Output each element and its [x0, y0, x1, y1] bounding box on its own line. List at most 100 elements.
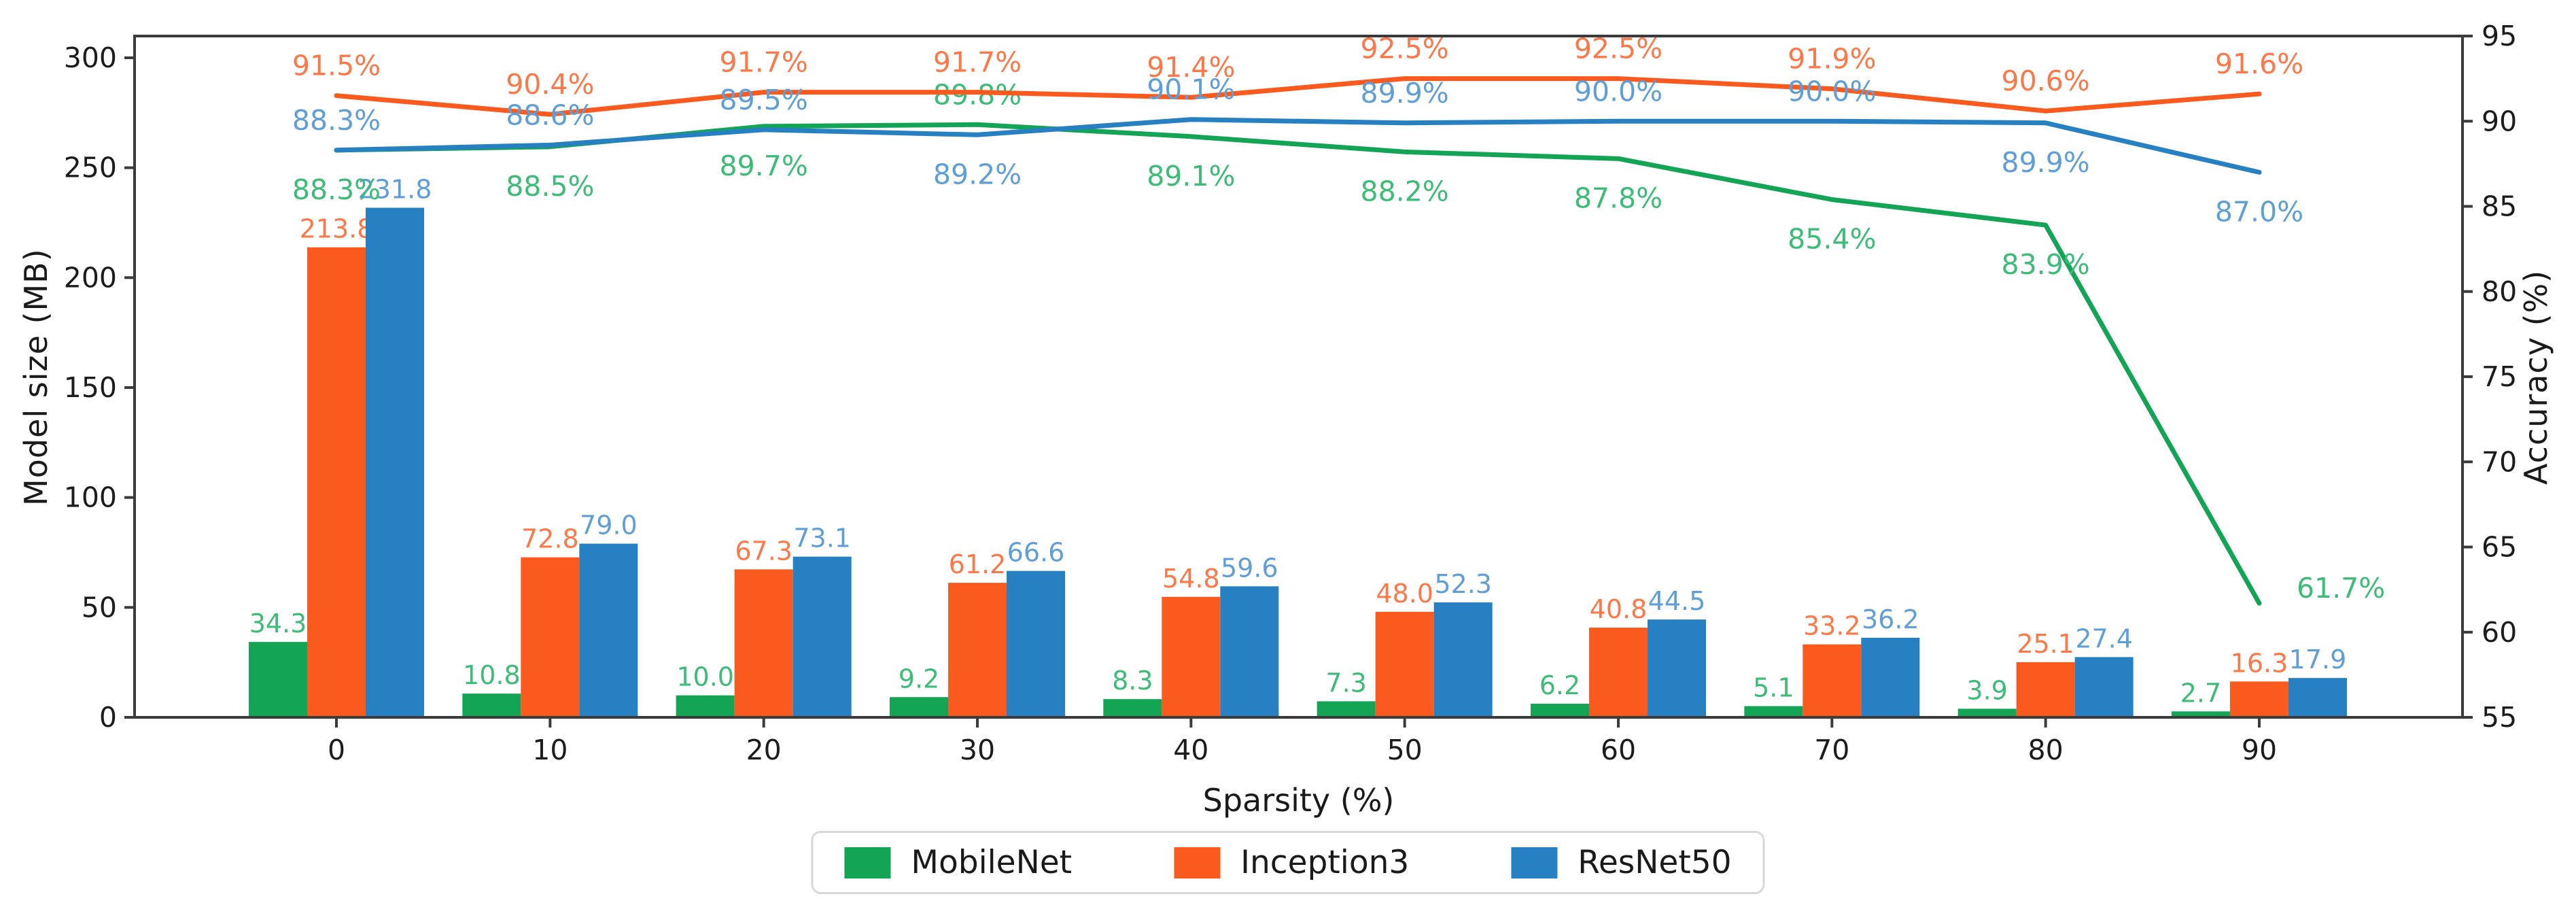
legend-item-resnet50: ResNet50	[1511, 844, 1732, 881]
bar-resnet50-70	[1861, 637, 1920, 717]
bar-label-resnet50-40: 59.6	[1221, 553, 1278, 583]
accuracy-label-mobilenet-20: 89.7%	[720, 150, 808, 182]
accuracy-label-inception3-70: 91.9%	[1788, 43, 1876, 75]
accuracy-label-inception3-60: 92.5%	[1574, 33, 1663, 65]
bar-inception3-80	[2016, 662, 2075, 717]
bar-inception3-10	[521, 557, 580, 717]
right-tick-label: 55	[2482, 701, 2517, 734]
accuracy-label-resnet50-90: 87.0%	[2215, 195, 2303, 228]
accuracy-label-resnet50-60: 90.0%	[1574, 75, 1663, 107]
bar-resnet50-20	[793, 556, 852, 717]
bar-inception3-70	[1803, 644, 1862, 717]
bar-label-resnet50-70: 36.2	[1862, 604, 1919, 634]
accuracy-label-mobilenet-90: 61.7%	[2297, 572, 2385, 604]
bar-label-inception3-50: 48.0	[1376, 579, 1433, 609]
x-tick-label: 80	[2028, 734, 2064, 766]
x-tick-label: 90	[2242, 734, 2277, 766]
bar-label-resnet50-0: 231.8	[358, 175, 432, 205]
right-tick-label: 95	[2482, 20, 2517, 52]
left-tick-label: 100	[64, 481, 117, 514]
bar-label-mobilenet-90: 2.7	[2180, 678, 2221, 708]
right-tick-label: 80	[2482, 275, 2517, 308]
left-tick-label: 300	[64, 41, 117, 74]
legend-label-inception3: Inception3	[1240, 844, 1410, 881]
bar-resnet50-50	[1433, 602, 1493, 717]
bar-label-inception3-20: 67.3	[735, 536, 793, 566]
legend-label-resnet50: ResNet50	[1578, 844, 1732, 881]
accuracy-label-inception3-90: 91.6%	[2215, 48, 2303, 80]
x-tick-label: 60	[1601, 734, 1636, 766]
x-tick-label: 70	[1814, 734, 1849, 766]
bar-label-mobilenet-40: 8.3	[1112, 666, 1153, 696]
accuracy-label-inception3-0: 91.5%	[292, 50, 381, 82]
bar-label-resnet50-20: 73.1	[793, 524, 851, 553]
bar-label-mobilenet-20: 10.0	[676, 662, 734, 692]
bar-resnet50-60	[1647, 619, 1706, 717]
bar-label-inception3-40: 54.8	[1162, 564, 1220, 594]
inception3-swatch-icon	[1174, 847, 1221, 878]
bar-label-mobilenet-60: 6.2	[1539, 670, 1580, 700]
bar-label-mobilenet-10: 10.8	[463, 660, 521, 690]
bar-inception3-60	[1588, 628, 1648, 717]
legend-item-inception3: Inception3	[1174, 844, 1409, 881]
right-tick-label: 70	[2482, 445, 2517, 478]
bar-mobilenet-90	[2171, 711, 2230, 717]
x-tick-label: 10	[532, 734, 568, 766]
bar-label-mobilenet-70: 5.1	[1753, 673, 1794, 703]
bar-label-resnet50-80: 27.4	[2075, 624, 2133, 653]
bar-mobilenet-50	[1317, 701, 1376, 717]
bar-resnet50-90	[2288, 678, 2347, 717]
bar-label-inception3-90: 16.3	[2231, 648, 2288, 678]
left-tick-label: 200	[64, 261, 117, 294]
bar-label-mobilenet-80: 3.9	[1966, 675, 2007, 705]
bar-label-resnet50-50: 52.3	[1434, 569, 1492, 599]
x-tick-label: 40	[1173, 734, 1208, 766]
right-tick-label: 85	[2482, 190, 2517, 223]
accuracy-label-mobilenet-0: 88.3%	[292, 173, 381, 206]
bar-mobilenet-30	[889, 697, 948, 717]
x-tick-label: 50	[1387, 734, 1423, 766]
bar-label-inception3-10: 72.8	[521, 524, 579, 554]
bar-inception3-90	[2229, 681, 2288, 717]
bar-label-resnet50-90: 17.9	[2289, 645, 2347, 675]
x-tick-label: 0	[328, 734, 345, 766]
left-tick-label: 0	[99, 701, 117, 734]
accuracy-label-resnet50-40: 90.1%	[1147, 73, 1235, 106]
bar-mobilenet-10	[462, 694, 521, 717]
accuracy-line-resnet50	[334, 117, 2262, 175]
bar-mobilenet-60	[1530, 703, 1589, 717]
bar-inception3-50	[1375, 611, 1434, 717]
accuracy-label-mobilenet-10: 88.5%	[506, 170, 594, 203]
bar-resnet50-80	[2074, 657, 2134, 717]
bar-inception3-40	[1162, 596, 1221, 717]
bar-label-mobilenet-0: 34.3	[249, 609, 307, 638]
bar-inception3-30	[947, 583, 1007, 717]
left-tick-label: 50	[82, 591, 117, 624]
accuracy-label-mobilenet-80: 83.9%	[2002, 248, 2090, 281]
accuracy-label-inception3-50: 92.5%	[1361, 33, 1449, 65]
x-tick-label: 20	[746, 734, 782, 766]
bar-mobilenet-40	[1103, 699, 1162, 717]
bar-label-resnet50-30: 66.6	[1007, 538, 1065, 568]
bar-resnet50-0	[366, 207, 424, 718]
left-tick-label: 250	[64, 152, 117, 184]
accuracy-label-resnet50-20: 89.5%	[720, 84, 808, 116]
bar-label-mobilenet-50: 7.3	[1325, 668, 1366, 698]
accuracy-label-mobilenet-70: 85.4%	[1788, 222, 1876, 255]
x-tick-label: 30	[960, 734, 995, 766]
legend-label-mobilenet: MobileNet	[911, 844, 1073, 881]
accuracy-label-resnet50-0: 88.3%	[292, 104, 381, 137]
bar-inception3-20	[734, 569, 793, 717]
accuracy-label-inception3-30: 91.7%	[933, 46, 1022, 79]
right-tick-label: 60	[2482, 616, 2517, 649]
bar-label-resnet50-60: 44.5	[1648, 586, 1706, 616]
right-tick-label: 75	[2482, 360, 2517, 393]
bar-mobilenet-0	[249, 642, 307, 717]
bar-label-inception3-70: 33.2	[1803, 611, 1861, 641]
accuracy-label-inception3-40: 91.4%	[1147, 51, 1235, 84]
bar-label-inception3-0: 213.8	[300, 214, 374, 244]
mobilenet-swatch-icon	[844, 847, 891, 878]
accuracy-label-inception3-80: 90.6%	[2002, 65, 2090, 97]
